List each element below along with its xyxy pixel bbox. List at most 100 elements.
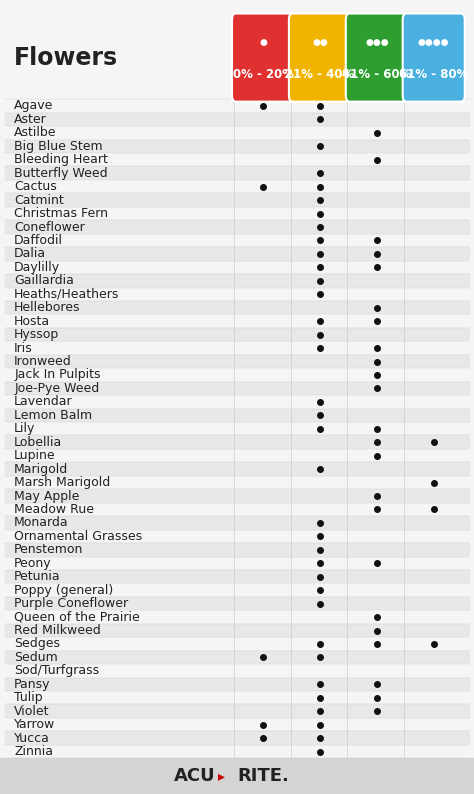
- Bar: [5, 449, 469, 462]
- Bar: [5, 314, 469, 328]
- Bar: [5, 650, 469, 664]
- Text: Sod/Turfgrass: Sod/Turfgrass: [14, 665, 100, 677]
- Bar: [5, 341, 469, 355]
- Text: RITE.: RITE.: [237, 767, 289, 785]
- Text: Petunia: Petunia: [14, 570, 61, 584]
- Text: Peony: Peony: [14, 557, 52, 570]
- Text: Coneflower: Coneflower: [14, 221, 85, 233]
- Text: Pansy: Pansy: [14, 678, 51, 691]
- Bar: [5, 624, 469, 638]
- Bar: [5, 355, 469, 368]
- Text: Purple Coneflower: Purple Coneflower: [14, 597, 128, 610]
- Bar: [5, 301, 469, 314]
- Text: Lily: Lily: [14, 422, 36, 435]
- Bar: [5, 731, 469, 745]
- Text: Daffodil: Daffodil: [14, 234, 63, 247]
- Bar: [5, 247, 469, 260]
- Bar: [5, 260, 469, 274]
- Text: 61% - 80%: 61% - 80%: [399, 67, 468, 81]
- Text: Lavendar: Lavendar: [14, 395, 73, 408]
- Text: Tulip: Tulip: [14, 692, 43, 704]
- FancyBboxPatch shape: [289, 13, 351, 102]
- Bar: [5, 422, 469, 435]
- Text: Monarda: Monarda: [14, 516, 69, 530]
- Text: Flowers: Flowers: [14, 45, 118, 70]
- Text: Marigold: Marigold: [14, 463, 68, 476]
- Bar: [5, 570, 469, 584]
- Text: ACU: ACU: [174, 767, 216, 785]
- Bar: [5, 409, 469, 422]
- Bar: [5, 638, 469, 650]
- Text: ▸: ▸: [218, 769, 225, 783]
- FancyBboxPatch shape: [232, 13, 294, 102]
- Text: Joe-Pye Weed: Joe-Pye Weed: [14, 382, 100, 395]
- Bar: [5, 153, 469, 167]
- Bar: [5, 287, 469, 301]
- Bar: [5, 557, 469, 570]
- Bar: [5, 718, 469, 731]
- Bar: [5, 691, 469, 704]
- Text: May Apple: May Apple: [14, 490, 80, 503]
- Text: Sedum: Sedum: [14, 651, 58, 664]
- Bar: [5, 489, 469, 503]
- Bar: [5, 233, 469, 247]
- Text: ●●●: ●●●: [365, 38, 389, 47]
- Text: 41% - 60%: 41% - 60%: [342, 67, 411, 81]
- Bar: [5, 180, 469, 194]
- Text: Hyssop: Hyssop: [14, 328, 59, 341]
- Text: ●●: ●●: [312, 38, 328, 47]
- Bar: [5, 274, 469, 287]
- Text: Iris: Iris: [14, 341, 33, 355]
- Text: Aster: Aster: [14, 113, 47, 126]
- Bar: [5, 530, 469, 543]
- Text: Dalia: Dalia: [14, 248, 46, 260]
- Text: Ironweed: Ironweed: [14, 355, 72, 368]
- Text: Bleeding Heart: Bleeding Heart: [14, 153, 108, 166]
- Bar: [5, 194, 469, 207]
- Text: Sedges: Sedges: [14, 638, 60, 650]
- Text: Hosta: Hosta: [14, 314, 50, 328]
- Bar: [5, 220, 469, 233]
- Text: Marsh Marigold: Marsh Marigold: [14, 476, 110, 489]
- Bar: [5, 677, 469, 691]
- Bar: [5, 126, 469, 140]
- Text: ●: ●: [259, 38, 267, 47]
- Bar: [5, 395, 469, 409]
- Text: Butterfly Weed: Butterfly Weed: [14, 167, 108, 179]
- Text: Zinnia: Zinnia: [14, 745, 53, 758]
- FancyBboxPatch shape: [346, 13, 408, 102]
- Text: Astilbe: Astilbe: [14, 126, 57, 140]
- Text: Cactus: Cactus: [14, 180, 57, 193]
- Text: Catmint: Catmint: [14, 194, 64, 206]
- Text: Daylilly: Daylilly: [14, 261, 60, 274]
- Bar: [0, 758, 474, 794]
- Text: Jack In Pulpits: Jack In Pulpits: [14, 368, 100, 381]
- Text: Lobellia: Lobellia: [14, 436, 63, 449]
- Text: 0% - 20%: 0% - 20%: [233, 67, 293, 81]
- Bar: [5, 704, 469, 718]
- Text: Lemon Balm: Lemon Balm: [14, 409, 92, 422]
- Text: Meadow Rue: Meadow Rue: [14, 503, 94, 516]
- Text: 21% - 40%: 21% - 40%: [285, 67, 355, 81]
- Text: Agave: Agave: [14, 99, 54, 113]
- Text: Violet: Violet: [14, 705, 50, 718]
- Text: Queen of the Prairie: Queen of the Prairie: [14, 611, 140, 623]
- Bar: [5, 543, 469, 557]
- Bar: [5, 597, 469, 611]
- Text: Gaillardia: Gaillardia: [14, 274, 74, 287]
- Bar: [5, 167, 469, 180]
- Text: Yucca: Yucca: [14, 731, 50, 745]
- Text: Lupine: Lupine: [14, 449, 56, 462]
- Text: Christmas Fern: Christmas Fern: [14, 207, 108, 220]
- Bar: [5, 368, 469, 382]
- Bar: [5, 140, 469, 153]
- Bar: [5, 611, 469, 624]
- Bar: [5, 207, 469, 220]
- Bar: [5, 462, 469, 476]
- Bar: [5, 745, 469, 758]
- Bar: [5, 664, 469, 677]
- Text: Penstemon: Penstemon: [14, 543, 83, 557]
- Bar: [5, 435, 469, 449]
- Bar: [5, 503, 469, 516]
- Text: Yarrow: Yarrow: [14, 718, 55, 731]
